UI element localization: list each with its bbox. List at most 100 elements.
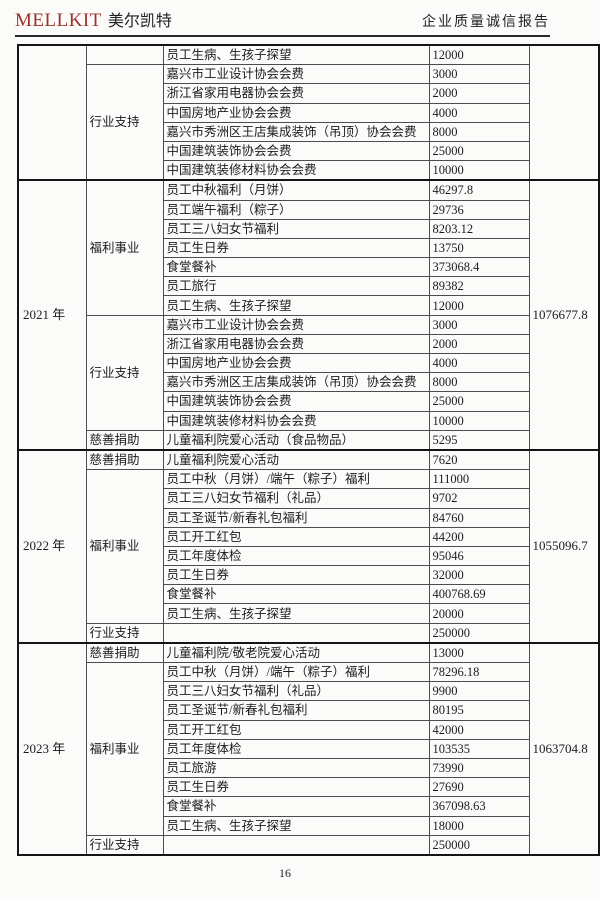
table-row: 2022 年慈善捐助 儿童福利院爱心活动 7620 1055096.7 bbox=[17, 448, 600, 644]
item-cell: 员工生日券 bbox=[162, 237, 430, 259]
table-row: 2023 年慈善捐助 儿童福利院/敬老院爱心活动 13000 1063704.8 bbox=[17, 641, 600, 856]
table-row: 员工圣诞节/新春礼包福利 80195 bbox=[18, 700, 599, 721]
value-cell: 80195 bbox=[428, 700, 530, 721]
table-row: 员工生日券 13750 bbox=[18, 237, 599, 259]
table-row: 员工年度体检 95046 bbox=[18, 545, 599, 567]
category-cell: 慈善捐助 bbox=[85, 429, 164, 451]
item-cell: 员工生日券 bbox=[162, 565, 430, 586]
item-cell: 员工圣诞节/新春礼包福利 bbox=[162, 700, 430, 721]
table-row: 慈善捐助 儿童福利院爱心活动（食品物品） 5295 bbox=[18, 429, 599, 451]
item-cell: 食堂餐补 bbox=[162, 584, 430, 605]
item-cell: 嘉兴市工业设计协会会费 bbox=[162, 64, 430, 85]
total-cell: 1063704.8 bbox=[528, 641, 600, 856]
value-cell: 29736 bbox=[428, 199, 530, 220]
item-cell: 员工生日券 bbox=[162, 777, 430, 798]
brand-name-cn: 美尔凯特 bbox=[107, 13, 172, 30]
value-cell: 7620 bbox=[428, 448, 530, 471]
table-row: 食堂餐补 367098.63 bbox=[18, 796, 599, 817]
item-cell bbox=[162, 622, 430, 644]
table-row: 福利事业 员工中秋（月饼）/端午（粽子）福利 111000 bbox=[18, 469, 599, 624]
total-cell: 1055096.7 bbox=[528, 448, 600, 644]
item-cell bbox=[162, 834, 430, 856]
item-cell: 员工开工红包 bbox=[162, 719, 430, 740]
value-cell: 8000 bbox=[428, 372, 530, 393]
item-cell: 浙江省家用电器协会会费 bbox=[162, 333, 430, 355]
year-cell: 2022 年 bbox=[17, 448, 87, 644]
value-cell: 46297.8 bbox=[428, 179, 530, 201]
value-cell: 111000 bbox=[428, 469, 530, 490]
item-cell: 中国房地产业协会会费 bbox=[162, 352, 430, 374]
category-cell: 慈善捐助 bbox=[85, 641, 164, 663]
value-cell: 103535 bbox=[428, 738, 530, 759]
brand: MELLKIT 美尔凯特 bbox=[15, 7, 172, 32]
table-row: 员工旅游 73990 bbox=[18, 757, 599, 779]
table-row: 中国建筑装修材料协会会费 10000 bbox=[18, 410, 599, 431]
table-row: 员工生病、生孩子探望 12000 bbox=[17, 44, 600, 181]
value-cell: 5295 bbox=[428, 429, 530, 451]
category-cell: 福利事业 bbox=[85, 662, 164, 836]
category-cell: 慈善捐助 bbox=[85, 448, 164, 471]
value-cell: 2000 bbox=[428, 333, 530, 355]
item-cell: 嘉兴市工业设计协会会费 bbox=[162, 314, 430, 335]
table-row: 中国房地产业协会会费 4000 bbox=[18, 352, 599, 374]
value-cell: 25000 bbox=[428, 391, 530, 412]
category-cell: 福利事业 bbox=[85, 469, 164, 624]
item-cell: 儿童福利院/敬老院爱心活动 bbox=[162, 641, 430, 663]
value-cell: 13000 bbox=[428, 641, 530, 663]
table-row: 员工生病、生孩子探望 12000 bbox=[18, 295, 599, 316]
table-row: 员工三八妇女节福利 8203.12 bbox=[18, 218, 599, 239]
year-cell bbox=[17, 44, 87, 181]
value-cell: 8000 bbox=[428, 121, 530, 142]
table-row: 行业支持 嘉兴市工业设计协会会费 3000 bbox=[18, 64, 599, 181]
table-row: 员工旅行 89382 bbox=[18, 276, 599, 297]
item-cell: 中国房地产业协会会费 bbox=[162, 102, 430, 123]
value-cell: 367098.63 bbox=[428, 796, 530, 817]
brand-logo-text: MELLKIT bbox=[15, 10, 102, 31]
item-cell: 员工中秋福利（月饼） bbox=[162, 179, 430, 201]
item-cell: 中国建筑装修材料协会会费 bbox=[162, 160, 430, 181]
table-row: 员工圣诞节/新春礼包福利 84760 bbox=[18, 507, 599, 528]
value-cell: 250000 bbox=[428, 622, 530, 644]
table-row: 员工三八妇女节福利（礼品） 9702 bbox=[18, 488, 599, 509]
table-row: 2021 年福利事业 员工中秋福利（月饼） 46297.8 1076677.8 bbox=[17, 179, 600, 451]
document-title: 企业质量诚信报告 bbox=[422, 15, 550, 30]
value-cell: 10000 bbox=[428, 410, 530, 431]
value-cell: 12000 bbox=[428, 44, 530, 66]
item-cell: 员工年度体检 bbox=[162, 545, 430, 567]
value-cell: 400768.69 bbox=[428, 584, 530, 605]
value-cell: 12000 bbox=[428, 295, 530, 316]
value-cell: 18000 bbox=[428, 815, 530, 836]
item-cell: 浙江省家用电器协会会费 bbox=[162, 83, 430, 104]
table-row: 员工生日券 27690 bbox=[18, 777, 599, 798]
item-cell: 儿童福利院爱心活动（食品物品） bbox=[162, 429, 430, 451]
value-cell: 4000 bbox=[428, 102, 530, 123]
category-cell: 行业支持 bbox=[85, 622, 164, 644]
total-cell bbox=[528, 44, 600, 181]
value-cell: 25000 bbox=[428, 140, 530, 162]
value-cell: 44200 bbox=[428, 526, 530, 547]
item-cell: 员工开工红包 bbox=[162, 526, 430, 547]
item-cell: 员工旅行 bbox=[162, 276, 430, 297]
table-row: 员工生病、生孩子探望 20000 bbox=[18, 603, 599, 624]
value-cell: 10000 bbox=[428, 160, 530, 181]
value-cell: 250000 bbox=[428, 834, 530, 856]
table-row: 中国建筑装饰协会会费 25000 bbox=[18, 140, 599, 162]
value-cell: 3000 bbox=[428, 314, 530, 335]
value-cell: 32000 bbox=[428, 565, 530, 586]
table-row: 行业支持 250000 bbox=[18, 834, 599, 856]
value-cell: 8203.12 bbox=[428, 218, 530, 239]
item-cell: 中国建筑装修材料协会会费 bbox=[162, 410, 430, 431]
table-row: 福利事业 员工中秋（月饼）/端午（粽子）福利 78296.18 bbox=[18, 661, 599, 836]
value-cell: 4000 bbox=[428, 352, 530, 374]
item-cell: 员工三八妇女节福利 bbox=[162, 218, 430, 239]
value-cell: 9702 bbox=[428, 488, 530, 509]
page-header: MELLKIT 美尔凯特 企业质量诚信报告 bbox=[15, 7, 550, 37]
table-row: 中国建筑装修材料协会会费 10000 bbox=[18, 160, 599, 181]
item-cell: 员工三八妇女节福利（礼品） bbox=[162, 488, 430, 509]
value-cell: 84760 bbox=[428, 507, 530, 528]
item-cell: 员工生病、生孩子探望 bbox=[162, 44, 430, 66]
value-cell: 13750 bbox=[428, 237, 530, 259]
item-cell: 员工中秋（月饼）/端午（粽子）福利 bbox=[162, 661, 430, 683]
category-cell bbox=[85, 44, 164, 66]
value-cell: 73990 bbox=[428, 757, 530, 779]
